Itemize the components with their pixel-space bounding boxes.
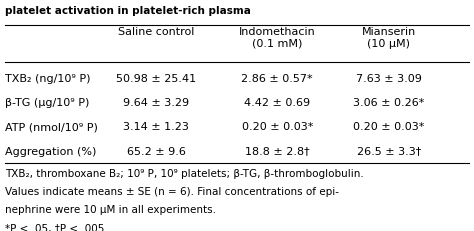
Text: 2.86 ± 0.57*: 2.86 ± 0.57* (241, 74, 313, 84)
Text: Values indicate means ± SE (n = 6). Final concentrations of epi-: Values indicate means ± SE (n = 6). Fina… (5, 187, 339, 197)
Text: TXB₂ (ng/10⁹ P): TXB₂ (ng/10⁹ P) (5, 74, 90, 84)
Text: 26.5 ± 3.3†: 26.5 ± 3.3† (356, 147, 421, 157)
Text: Saline control: Saline control (118, 27, 195, 37)
Text: Aggregation (%): Aggregation (%) (5, 147, 96, 157)
Text: ATP (nmol/10⁹ P): ATP (nmol/10⁹ P) (5, 122, 98, 132)
Text: TXB₂, thromboxane B₂; 10⁹ P, 10⁹ platelets; β-TG, β-thromboglobulin.: TXB₂, thromboxane B₂; 10⁹ P, 10⁹ platele… (5, 169, 364, 179)
Text: nephrine were 10 μM in all experiments.: nephrine were 10 μM in all experiments. (5, 205, 216, 215)
Text: platelet activation in platelet-rich plasma: platelet activation in platelet-rich pla… (5, 6, 251, 16)
Text: 50.98 ± 25.41: 50.98 ± 25.41 (116, 74, 197, 84)
Text: 65.2 ± 9.6: 65.2 ± 9.6 (127, 147, 186, 157)
Text: 3.06 ± 0.26*: 3.06 ± 0.26* (353, 98, 424, 108)
Text: 0.20 ± 0.03*: 0.20 ± 0.03* (353, 122, 424, 132)
Text: Mianserin
(10 μM): Mianserin (10 μM) (362, 27, 416, 49)
Text: 4.42 ± 0.69: 4.42 ± 0.69 (244, 98, 310, 108)
Text: 18.8 ± 2.8†: 18.8 ± 2.8† (245, 147, 310, 157)
Text: 0.20 ± 0.03*: 0.20 ± 0.03* (242, 122, 313, 132)
Text: β-TG (μg/10⁹ P): β-TG (μg/10⁹ P) (5, 98, 89, 108)
Text: *P < .05, †P < .005.: *P < .05, †P < .005. (5, 224, 108, 231)
Text: 9.64 ± 3.29: 9.64 ± 3.29 (123, 98, 190, 108)
Text: 7.63 ± 3.09: 7.63 ± 3.09 (356, 74, 421, 84)
Text: Indomethacin
(0.1 mM): Indomethacin (0.1 mM) (239, 27, 316, 49)
Text: 3.14 ± 1.23: 3.14 ± 1.23 (124, 122, 189, 132)
